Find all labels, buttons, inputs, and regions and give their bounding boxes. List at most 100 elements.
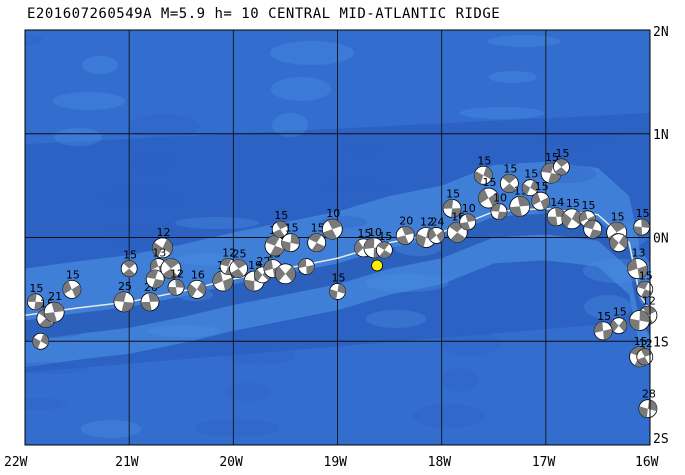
- beachball-quadrant: [27, 293, 37, 302]
- beachball-quadrant: [121, 301, 134, 312]
- bathymetry-patch: [347, 144, 383, 156]
- bathymetry-patch: [488, 35, 560, 47]
- beachball-quadrant: [609, 236, 619, 251]
- beachball-quadrant: [254, 269, 263, 282]
- longitude-label: 17W: [532, 455, 556, 470]
- beachball-quadrant: [187, 283, 197, 298]
- depth-label: 15: [123, 249, 137, 262]
- beachball-quadrant: [459, 221, 471, 230]
- beachball-quadrant: [322, 229, 337, 240]
- focal-mechanism: 15: [27, 282, 44, 311]
- depth-label: 10: [462, 202, 476, 215]
- beachball-quadrant: [610, 319, 619, 332]
- beachball-quadrant: [329, 288, 338, 300]
- beachball-quadrant: [306, 264, 315, 275]
- epicenter-marker: [371, 259, 383, 272]
- depth-label: 12: [639, 337, 653, 350]
- focal-mechanism: [609, 233, 629, 253]
- beachball-quadrant: [146, 270, 159, 279]
- focal-mechanism: 12: [152, 226, 173, 259]
- beachball-quadrant: [474, 171, 484, 184]
- beachball-quadrant: [502, 174, 517, 184]
- beachball-quadrant: [327, 219, 342, 230]
- beachball-quadrant: [401, 226, 414, 236]
- depth-label: 15: [332, 271, 346, 284]
- beachball-quadrant: [627, 258, 638, 272]
- beachball-quadrant: [379, 249, 392, 258]
- beachball-quadrant: [148, 292, 159, 302]
- beachball-quadrant: [270, 245, 285, 256]
- beachball-quadrant: [150, 258, 159, 271]
- bathymetry-patch: [128, 114, 200, 138]
- depth-label: 10: [493, 192, 507, 205]
- focal-mechanism: [275, 263, 296, 285]
- focal-mechanism: 15: [375, 230, 393, 259]
- focal-mechanism: 15: [62, 268, 82, 299]
- longitude-label: 16W: [635, 455, 659, 470]
- depth-label: 25: [118, 280, 132, 293]
- beachball-quadrant: [522, 183, 531, 196]
- focal-mechanism: 15: [478, 176, 499, 209]
- depth-label: 15: [639, 269, 653, 282]
- depth-label: 15: [545, 151, 559, 164]
- focal-mechanism: 10: [490, 192, 508, 220]
- beachball-quadrant: [555, 158, 568, 167]
- bathymetry-patch: [148, 325, 220, 337]
- beachball-quadrant: [450, 232, 466, 243]
- focal-mechanism: 13: [509, 184, 531, 217]
- focal-mechanism: 12: [636, 337, 654, 366]
- beachball-quadrant: [62, 281, 72, 295]
- map-frame: [24, 29, 651, 446]
- beachball-quadrant: [123, 260, 136, 269]
- bathymetry-patch: [195, 419, 279, 437]
- beachball-quadrant: [298, 258, 307, 269]
- bathymetry-patch: [53, 92, 125, 110]
- depth-label: 15: [358, 227, 372, 240]
- depth-label: 15: [483, 176, 497, 189]
- beachball-quadrant: [51, 302, 65, 313]
- beachball-quadrant: [263, 259, 273, 272]
- beachball-quadrant: [285, 266, 296, 282]
- longitude-label: 21W: [115, 455, 139, 470]
- beachball-quadrant: [311, 242, 325, 252]
- beachball-quadrant: [540, 196, 550, 210]
- bathymetry-patch: [270, 41, 354, 65]
- beachball-quadrant: [265, 235, 280, 246]
- beachball-quadrant: [436, 230, 445, 243]
- beachball-quadrant: [517, 196, 530, 207]
- depth-label: 15: [613, 306, 627, 319]
- depth-label: 15: [285, 222, 299, 235]
- longitude-label: 22W: [4, 455, 28, 470]
- beachball-quadrant: [509, 206, 523, 217]
- beachball-quadrant: [589, 229, 602, 239]
- latitude-label: 2S: [653, 432, 669, 447]
- beachball-quadrant: [196, 281, 206, 296]
- beachball-quadrant: [354, 240, 364, 255]
- bathymetry-patch: [25, 398, 66, 410]
- latitude-label: 0N: [653, 232, 669, 247]
- beachball-quadrant: [162, 268, 178, 279]
- focal-mechanism: 10: [321, 207, 343, 240]
- beachball-quadrant: [450, 208, 462, 218]
- focal-mechanism: [583, 219, 603, 239]
- beachball-quadrant: [547, 216, 558, 226]
- focal-mechanism: 10: [459, 202, 477, 231]
- depth-label: 20: [399, 214, 413, 227]
- focal-mechanism: 25: [229, 248, 248, 279]
- bathymetry-patch: [535, 129, 619, 147]
- beachball-quadrant: [39, 318, 54, 328]
- beachball-quadrant: [428, 228, 437, 241]
- beachball-quadrant: [637, 356, 649, 365]
- bathymetry-patch: [176, 253, 236, 265]
- bathymetry-patch: [129, 150, 177, 174]
- depth-label: 15: [582, 199, 596, 212]
- depth-label: 12: [222, 247, 236, 260]
- depth-label: 25: [233, 248, 247, 261]
- beachball-quadrant: [629, 318, 640, 331]
- beachball-quadrant: [308, 233, 322, 243]
- depth-label: 15: [535, 180, 549, 193]
- beachball-quadrant: [639, 310, 650, 323]
- depth-label: 13: [632, 247, 646, 260]
- beachball-quadrant: [497, 211, 507, 220]
- beachball-quadrant: [281, 240, 291, 252]
